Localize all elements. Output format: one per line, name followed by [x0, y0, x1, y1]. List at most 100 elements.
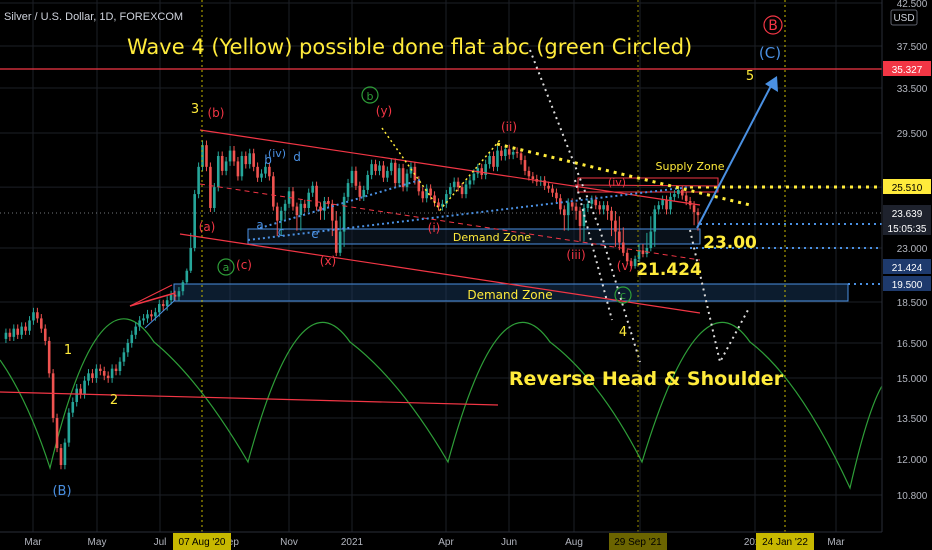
price-badge-label: 35.327 [892, 65, 923, 76]
candle-body [586, 203, 590, 208]
date-badge-label: 29 Sep '21 [614, 537, 662, 548]
price-badge-label: 19.500 [892, 280, 923, 291]
candle-body [618, 231, 621, 243]
wave-label-a-green: a [223, 261, 230, 274]
cycle-arcs [0, 318, 887, 490]
wave-label-b-blue: b [264, 153, 272, 167]
candle-body [279, 210, 283, 221]
demand-zone-label-upper: Demand Zone [453, 231, 531, 244]
candle-body [20, 326, 23, 335]
candle-body [653, 209, 657, 232]
candle-body [272, 176, 275, 207]
candle-body [519, 153, 523, 161]
candle-body [350, 170, 354, 184]
candle-body [417, 180, 421, 192]
wave-label-x: (x) [320, 254, 336, 268]
candle-body [63, 442, 67, 465]
wave-label-2: 2 [110, 393, 118, 408]
candle-body [429, 188, 432, 196]
candle-body [224, 161, 228, 171]
candle-body [256, 166, 259, 178]
wave-label-a-blue: a [256, 218, 263, 232]
channel-bottom-line [179, 233, 701, 314]
candle-body [484, 164, 487, 175]
blue-wedge-line [144, 299, 176, 329]
wave-label-v: (v) [617, 259, 633, 273]
wave-label-B: B [768, 18, 778, 34]
price-badge-label: 21.424 [892, 263, 923, 274]
currency-badge-box[interactable] [890, 9, 918, 26]
price-tick-label: 29.500 [897, 129, 928, 140]
candle-body [614, 220, 617, 232]
price-badge-bg [883, 61, 931, 76]
candle-body [566, 202, 570, 216]
candle-body [275, 206, 279, 221]
wave-label-b-red: (b) [208, 106, 225, 120]
candle-body [445, 194, 448, 204]
upper-demand-zone-box [247, 228, 701, 245]
candle-body [106, 375, 110, 378]
candle-body [228, 150, 232, 162]
candle-body [496, 150, 499, 167]
candle-body [91, 373, 94, 378]
time-tick-label: Apr [438, 537, 454, 548]
time-tick-label: Mar [827, 537, 845, 548]
green-circle-b [361, 86, 379, 104]
projection-arrow-line [696, 81, 774, 229]
candle-body [425, 188, 428, 199]
candle-body [59, 448, 63, 465]
wave-label-c-green: c [620, 289, 626, 302]
candle-body [99, 368, 102, 371]
candle-body [661, 199, 664, 206]
candle-body [47, 340, 51, 374]
candle-body [16, 328, 20, 335]
red-circle-B [763, 15, 783, 35]
time-tick-label: Jun [501, 537, 517, 548]
projection-arrow-head [765, 76, 778, 92]
candle-body [260, 173, 263, 178]
candle-body [590, 199, 594, 204]
price-tick-label: 15.000 [897, 374, 928, 385]
candle-body [629, 261, 633, 267]
yellow-dotted-wave [381, 127, 501, 212]
candle-body [236, 161, 240, 177]
candle-body [216, 156, 220, 188]
candle-body [441, 203, 444, 207]
candle-body [283, 203, 287, 211]
candle-body [452, 181, 456, 188]
candle-body [649, 231, 653, 248]
candle-body [315, 185, 318, 207]
value-label-21424: 21.424 [636, 260, 702, 280]
date-badges: 07 Aug '20 29 Sep '21 24 Jan '22 [173, 533, 814, 550]
time-tick-label: Aug [565, 537, 583, 548]
candle-body [193, 194, 196, 248]
price-candles [4, 140, 700, 470]
candle-body [232, 150, 236, 162]
wave-label-i: (i) [428, 221, 441, 235]
candle-body [500, 150, 503, 157]
candle-body [248, 153, 252, 165]
demand-zone-label-lower: Demand Zone [467, 288, 552, 302]
candle-body [405, 173, 409, 188]
date-badge-label: 07 Aug '20 [179, 537, 226, 548]
price-tick-label: 33.500 [897, 84, 928, 95]
candle-body [366, 174, 369, 190]
candle-body [523, 160, 527, 171]
candle-body [67, 412, 71, 443]
candle-body [472, 173, 476, 181]
candle-body [114, 368, 118, 371]
candle-body [582, 207, 586, 227]
time-tick-label: May [88, 537, 107, 548]
candle-body [130, 334, 134, 343]
candle-body [334, 220, 338, 253]
wave-label-a-red: (a) [199, 220, 216, 234]
candle-body [606, 205, 609, 211]
currency-badge[interactable]: USD [893, 13, 914, 24]
candle-body [547, 185, 550, 189]
wave-label-B-blue: (B) [52, 484, 71, 499]
candle-body [157, 304, 161, 313]
time-tick-label: Nov [280, 537, 298, 548]
candle-body [95, 368, 98, 378]
candle-body [244, 156, 248, 165]
